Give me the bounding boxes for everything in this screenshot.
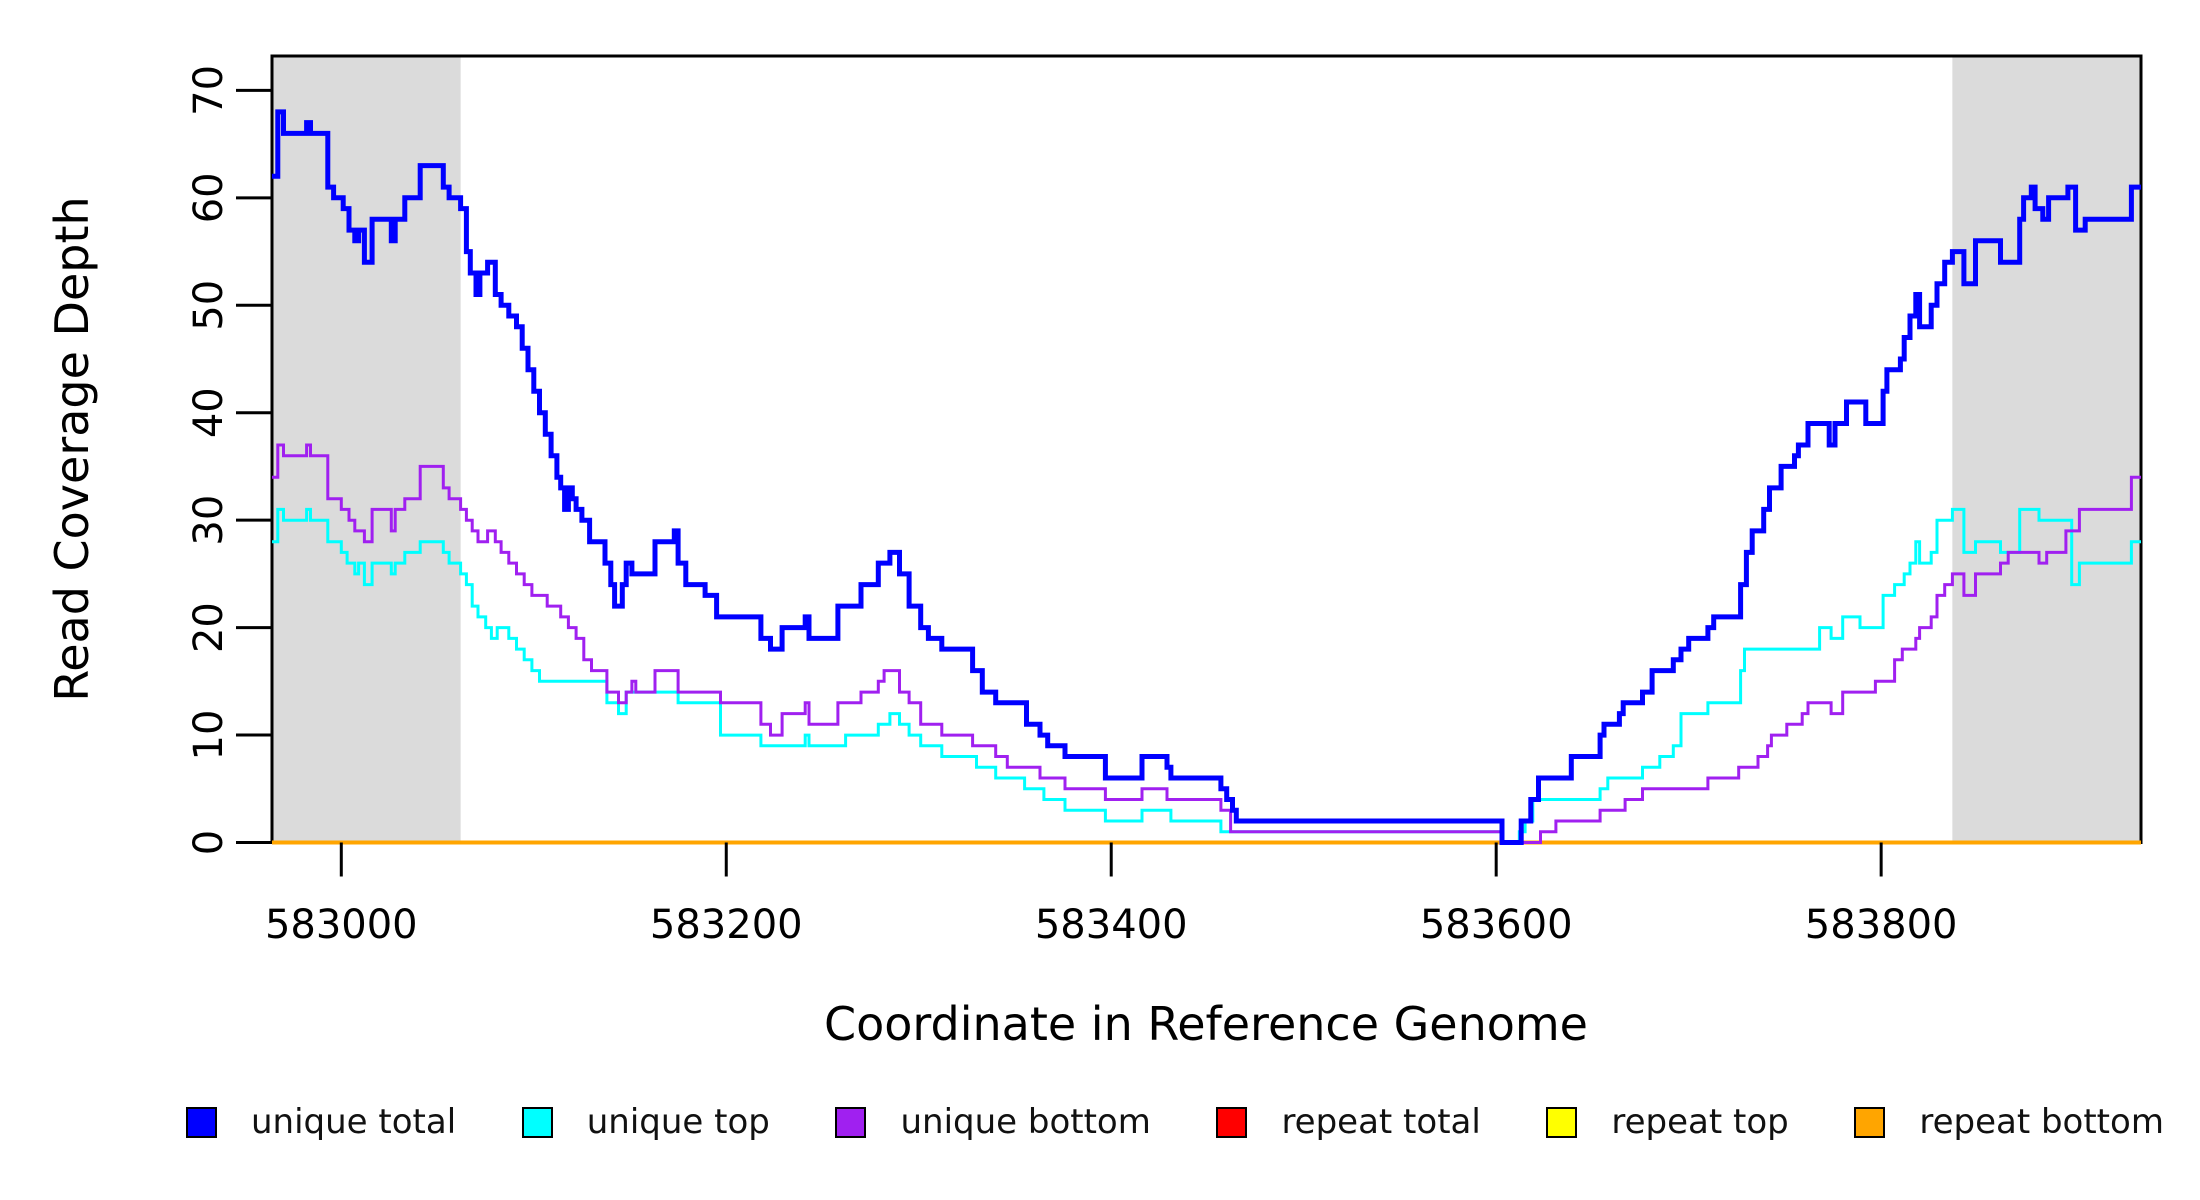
- axis-layer: 583000 583200 583400 583600 583800 0 10 20 30 40 5…: [186, 65, 1958, 948]
- legend-label: repeat top: [1611, 1102, 1789, 1142]
- x-tick-label-583800: 583800: [1805, 902, 1958, 948]
- legend-label: repeat bottom: [1919, 1102, 2164, 1142]
- x-tick-label-583400: 583400: [1035, 902, 1188, 948]
- y-tick-label-20: 20: [186, 602, 232, 653]
- series-unique-total: [272, 109, 2141, 845]
- y-tick-label-30: 30: [186, 495, 232, 546]
- x-tick-label-583000: 583000: [265, 902, 418, 948]
- legend-label: unique bottom: [900, 1102, 1151, 1142]
- legend: unique total unique top unique bottom repea…: [186, 1094, 2164, 1150]
- shaded-region: [272, 57, 461, 841]
- legend-item-repeat-bottom: repeat bottom: [1854, 1102, 2164, 1142]
- y-tick-label-70: 70: [186, 65, 232, 116]
- legend-label: repeat total: [1281, 1102, 1481, 1142]
- legend-item-repeat-top: repeat top: [1546, 1102, 1789, 1142]
- y-tick-label-60: 60: [186, 172, 232, 223]
- legend-swatch-unique-top: [521, 1106, 553, 1138]
- y-tick-label-50: 50: [186, 280, 232, 331]
- series-layer: [272, 109, 2141, 845]
- y-tick-label-10: 10: [186, 710, 232, 761]
- legend-item-unique-bottom: unique bottom: [835, 1102, 1151, 1142]
- x-axis-title: Coordinate in Reference Genome: [824, 997, 1588, 1051]
- legend-label: unique top: [586, 1102, 770, 1142]
- legend-swatch-repeat-top: [1546, 1106, 1578, 1138]
- legend-swatch-unique-bottom: [835, 1106, 867, 1138]
- y-tick-label-40: 40: [186, 387, 232, 438]
- x-tick-label-583200: 583200: [650, 902, 803, 948]
- y-axis-title: Read Coverage Depth: [45, 196, 99, 701]
- legend-label: unique total: [251, 1102, 457, 1142]
- legend-item-unique-top: unique top: [521, 1102, 770, 1142]
- shaded-region: [1952, 57, 2141, 841]
- legend-item-repeat-total: repeat total: [1216, 1102, 1481, 1142]
- x-tick-label-583600: 583600: [1420, 902, 1573, 948]
- legend-swatch-repeat-total: [1216, 1106, 1248, 1138]
- y-tick-label-0: 0: [186, 830, 232, 855]
- shaded-regions-layer: [272, 57, 2141, 841]
- legend-item-unique-total: unique total: [186, 1102, 456, 1142]
- legend-swatch-repeat-bottom: [1854, 1106, 1886, 1138]
- series-unique-top: [272, 507, 2141, 844]
- legend-swatch-unique-total: [186, 1106, 217, 1138]
- series-unique-bottom: [272, 443, 2141, 844]
